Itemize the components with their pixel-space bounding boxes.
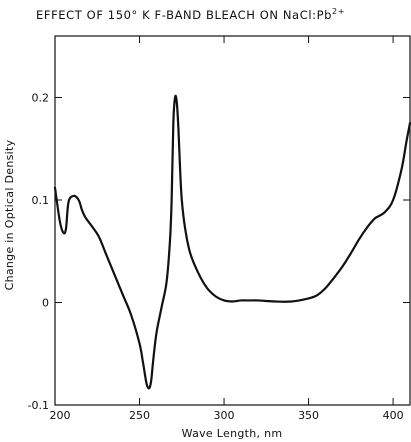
chart-title-superscript: 2+ (332, 7, 345, 16)
y-tick-label: -0.1 (28, 399, 49, 412)
x-axis-ticks: 200 250 300 350 400 (50, 36, 404, 422)
chart-title: EFFECT OF 150° K F-BAND BLEACH ON NaCl:P… (36, 7, 345, 22)
x-tick-label: 350 (298, 409, 319, 422)
x-tick-label: 300 (214, 409, 235, 422)
x-tick-label: 400 (383, 409, 404, 422)
y-axis-label: Change in Optical Density (3, 139, 16, 290)
y-axis-ticks: -0.1 0 0.1 0.2 (28, 92, 410, 412)
y-tick-label: 0.1 (32, 194, 50, 207)
y-tick-label: 0.2 (32, 92, 50, 105)
series-line (53, 94, 411, 390)
x-tick-label: 200 (50, 409, 71, 422)
chart-title-text: EFFECT OF 150° K F-BAND BLEACH ON NaCl:P… (36, 8, 332, 22)
x-axis-label: Wave Length, nm (182, 427, 283, 440)
x-tick-label: 250 (129, 409, 150, 422)
y-tick-label: 0 (42, 297, 49, 310)
plot-frame (54, 35, 411, 406)
